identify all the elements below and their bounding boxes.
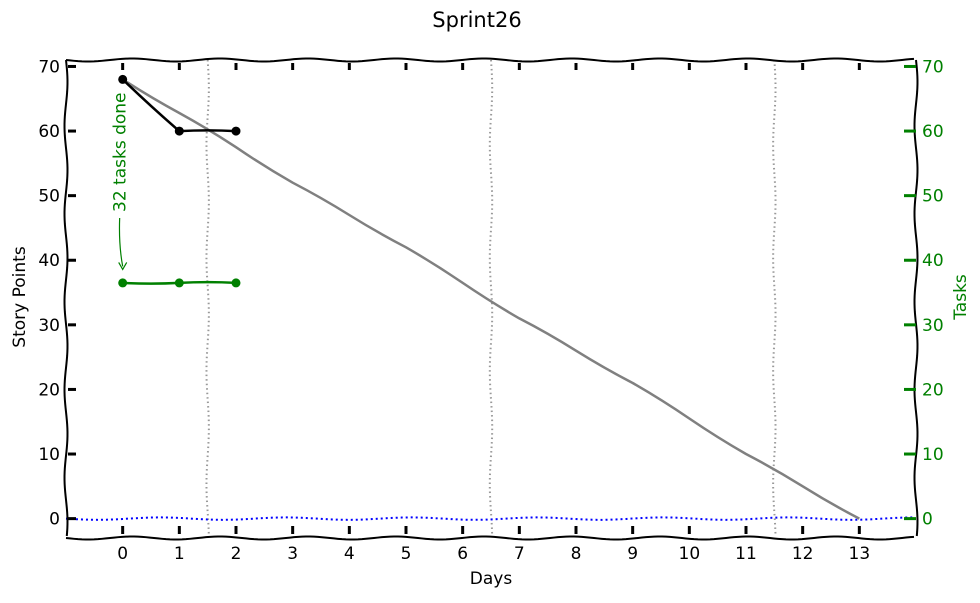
series-layer — [65, 74, 915, 521]
weekend-markers — [205, 59, 777, 537]
y2-tick-label: 70 — [922, 57, 944, 77]
data-point-tasks-remaining — [231, 278, 241, 288]
data-point-story-points-remaining — [174, 126, 184, 136]
weekend-marker-line — [488, 59, 494, 537]
data-point-tasks-remaining — [174, 278, 184, 288]
y2-tick-label: 20 — [922, 380, 944, 400]
x-tick-label: 6 — [457, 544, 468, 564]
x-tick-label: 8 — [571, 544, 582, 564]
x-axis-label: Days — [470, 569, 513, 589]
frame-bottom — [65, 535, 915, 541]
x-tick-label: 5 — [401, 544, 412, 564]
annotation-arrowhead — [118, 262, 128, 271]
y2-tick-label: 30 — [922, 316, 944, 336]
y-tick-label: 70 — [38, 57, 60, 77]
x-tick-label: 9 — [627, 544, 638, 564]
x-tick-label: 11 — [735, 544, 757, 564]
y2-tick-label: 40 — [922, 251, 944, 271]
x-tick-label: 0 — [117, 544, 128, 564]
data-point-tasks-remaining — [118, 278, 128, 288]
plot-frame — [63, 57, 919, 541]
y-tick-label: 60 — [38, 122, 60, 142]
x-tick-label: 7 — [514, 544, 525, 564]
weekend-marker-line — [205, 59, 210, 537]
series-line-ideal — [122, 78, 860, 520]
frame-left — [63, 59, 69, 537]
chart-title: Sprint26 — [432, 8, 521, 32]
frame-top — [65, 57, 915, 63]
data-point-story-points-remaining — [118, 74, 128, 84]
y-tick-label: 50 — [38, 187, 60, 207]
y2-tick-label: 50 — [922, 187, 944, 207]
x-tick-label: 2 — [231, 544, 242, 564]
y-tick-label: 30 — [38, 316, 60, 336]
frame-right — [913, 59, 919, 537]
data-point-story-points-remaining — [231, 126, 241, 136]
x-tick-label: 13 — [849, 544, 871, 564]
annotation-layer: 32 tasks done — [111, 92, 131, 271]
x-tick-label: 4 — [344, 544, 355, 564]
annotation-arrow — [118, 217, 124, 267]
series-line-story-points-remaining — [121, 78, 237, 133]
annotation-text: 32 tasks done — [111, 92, 131, 212]
y-tick-label: 20 — [38, 380, 60, 400]
x-tick-label: 1 — [174, 544, 185, 564]
y-tick-label: 40 — [38, 251, 60, 271]
y2-tick-label: 60 — [922, 122, 944, 142]
weekend-marker-line — [772, 59, 777, 537]
y-tick-label: 0 — [49, 510, 60, 530]
x-tick-label: 3 — [287, 544, 298, 564]
x-tick-label: 12 — [792, 544, 814, 564]
y2-tick-label: 0 — [922, 510, 933, 530]
tick-layer: 0 1 2 3 4 5 6 7 8 9 10 11 12 130102030405060700102030… — [38, 57, 943, 564]
y-axis-label: Story Points — [10, 246, 30, 348]
y-tick-label: 10 — [38, 445, 60, 465]
x-tick-label: 10 — [679, 544, 701, 564]
y2-tick-label: 10 — [922, 445, 944, 465]
zero-reference-line — [65, 516, 915, 521]
y2-axis-label: Tasks — [951, 274, 971, 321]
